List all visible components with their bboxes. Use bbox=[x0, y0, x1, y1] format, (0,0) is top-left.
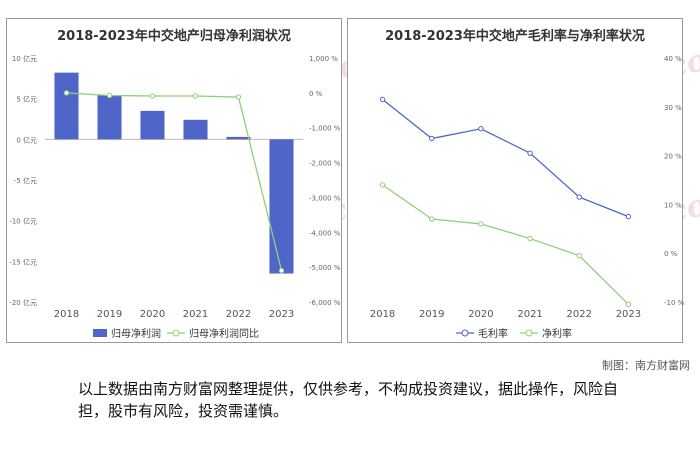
legend-label: 净利率 bbox=[542, 327, 572, 340]
series-point bbox=[478, 126, 484, 132]
yoy-point bbox=[192, 93, 199, 99]
legend-swatch-bar bbox=[93, 329, 107, 337]
yoy-point bbox=[235, 94, 242, 100]
y-right-tick-label: 40 % bbox=[664, 55, 682, 63]
series-point bbox=[478, 221, 484, 227]
y-right-tick-label: -1,000 % bbox=[309, 125, 341, 133]
series-point bbox=[625, 213, 632, 220]
yoy-point bbox=[278, 267, 285, 274]
x-tick-label: 2022 bbox=[226, 309, 251, 320]
y-right-tick-label: 10 % bbox=[664, 201, 682, 209]
disclaimer-text: 以上数据由南方财富网整理提供，仅供参考，不构成投资建议，据此操作，风险自担，股市… bbox=[78, 380, 619, 420]
bar bbox=[183, 119, 208, 140]
series-point bbox=[429, 135, 435, 142]
y-right-tick-label: -5,000 % bbox=[309, 264, 341, 272]
yoy-line bbox=[66, 92, 283, 271]
bar bbox=[54, 72, 79, 140]
series-point bbox=[576, 252, 582, 259]
chart-title: 2018-2023年中交地产毛利率与净利率状况 bbox=[385, 29, 645, 44]
series-point bbox=[379, 96, 386, 103]
y-right-tick-label: 0 % bbox=[664, 250, 678, 258]
legend-label: 归母净利润同比 bbox=[189, 327, 259, 340]
legend-swatch-marker bbox=[525, 329, 533, 337]
series-line bbox=[382, 184, 629, 305]
x-tick-label: 2023 bbox=[269, 309, 294, 320]
y-left-tick-label: 5 亿元 bbox=[16, 95, 37, 104]
x-tick-label: 2022 bbox=[567, 309, 592, 320]
x-tick-label: 2018 bbox=[370, 309, 395, 320]
x-tick-label: 2019 bbox=[419, 309, 444, 320]
series-point bbox=[625, 301, 632, 308]
yoy-point bbox=[63, 90, 70, 96]
legend-label: 归母净利润 bbox=[111, 327, 161, 340]
y-left-tick-label: -20 亿元 bbox=[9, 298, 37, 307]
bar bbox=[226, 136, 251, 140]
legend-label: 毛利率 bbox=[478, 327, 508, 340]
x-tick-label: 2021 bbox=[517, 309, 542, 320]
y-right-tick-label: -3,000 % bbox=[309, 194, 341, 202]
x-tick-label: 2018 bbox=[54, 309, 79, 320]
x-tick-label: 2020 bbox=[468, 309, 493, 320]
y-right-tick-label: 0 % bbox=[309, 90, 323, 98]
series-line bbox=[382, 98, 629, 218]
series-point bbox=[527, 150, 533, 156]
x-tick-label: 2020 bbox=[140, 309, 165, 320]
legend-swatch-marker bbox=[461, 329, 469, 337]
y-left-tick-label: -15 亿元 bbox=[9, 257, 37, 266]
y-right-tick-label: 1,000 % bbox=[309, 55, 338, 63]
chart-panel-profit: 2018-2023年中交地产归母净利润状况 10 亿元 5 亿元 0 亿元 -5 亿元… bbox=[6, 18, 342, 343]
profit-chart: 10 亿元 5 亿元 0 亿元 -5 亿元 -10 亿元 -15 亿元 -20 亿元 1,00… bbox=[9, 54, 341, 340]
bar bbox=[97, 95, 122, 140]
y-right-tick-label: -4,000 % bbox=[309, 229, 341, 237]
bar bbox=[269, 139, 294, 274]
y-right-tick-label: -6,000 % bbox=[309, 299, 341, 307]
chart-panel-margins: 2018-2023年中交地产毛利率与净利率状况 40 % 30 % 20 % 10 %… bbox=[347, 18, 684, 343]
series-point bbox=[576, 194, 582, 200]
y-right-tick-label: 20 % bbox=[664, 153, 682, 161]
x-tick-label: 2021 bbox=[183, 309, 208, 320]
x-tick-label: 2019 bbox=[97, 309, 122, 320]
y-left-tick-label: -5 亿元 bbox=[14, 176, 37, 185]
series-point bbox=[379, 182, 386, 188]
series-point bbox=[429, 216, 435, 222]
margin-chart: 40 % 30 % 20 % 10 % 0 % -10 % 2018 2019 2020 2021… bbox=[370, 55, 684, 340]
y-left-tick-label: 0 亿元 bbox=[16, 135, 37, 144]
yoy-point bbox=[149, 93, 156, 99]
bar bbox=[140, 110, 165, 140]
chart-title: 2018-2023年中交地产归母净利润状况 bbox=[57, 29, 291, 44]
legend-swatch-marker bbox=[172, 329, 180, 337]
chart-credit: 制图：南方财富网 bbox=[602, 359, 690, 372]
y-left-tick-label: 10 亿元 bbox=[12, 54, 37, 63]
y-right-tick-label: -10 % bbox=[664, 299, 684, 307]
y-right-tick-label: 30 % bbox=[664, 104, 682, 112]
series-point bbox=[527, 235, 533, 242]
y-left-tick-label: -10 亿元 bbox=[9, 217, 37, 226]
x-tick-label: 2023 bbox=[616, 309, 641, 320]
y-right-tick-label: -2,000 % bbox=[309, 160, 341, 168]
yoy-point bbox=[106, 92, 113, 99]
